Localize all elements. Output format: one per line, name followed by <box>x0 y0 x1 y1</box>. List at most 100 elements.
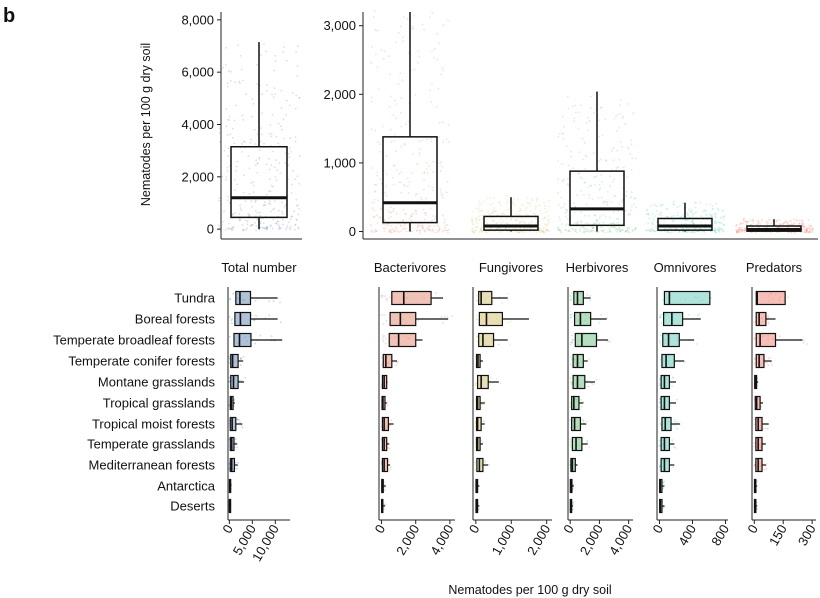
data-point <box>689 211 692 214</box>
data-point <box>523 227 526 230</box>
data-point <box>659 314 662 317</box>
data-point <box>253 319 256 322</box>
data-point <box>426 172 429 175</box>
data-point <box>272 96 275 99</box>
data-point <box>243 174 245 177</box>
data-point <box>571 509 574 511</box>
data-point <box>475 226 478 229</box>
data-point <box>229 79 232 82</box>
data-point <box>265 228 268 231</box>
data-point <box>699 221 702 224</box>
data-point <box>798 222 801 225</box>
data-point <box>571 382 573 384</box>
data-point <box>810 224 813 227</box>
data-point <box>766 427 769 430</box>
data-point <box>474 384 477 387</box>
data-point <box>383 508 385 511</box>
data-point <box>231 228 234 231</box>
data-point <box>441 121 444 124</box>
data-point <box>256 218 258 221</box>
data-point <box>252 181 255 184</box>
data-point <box>218 227 221 230</box>
data-point <box>234 441 237 444</box>
data-point <box>569 294 572 297</box>
data-point <box>571 383 573 386</box>
data-point <box>524 208 527 211</box>
data-point <box>268 168 271 171</box>
data-point <box>271 113 274 116</box>
data-point <box>757 220 760 223</box>
data-point <box>753 337 756 339</box>
data-point <box>601 134 604 137</box>
data-point <box>631 205 633 208</box>
data-point <box>649 205 652 208</box>
data-point <box>743 217 745 220</box>
data-point <box>218 199 220 202</box>
data-point <box>703 210 706 213</box>
box-omnivores <box>661 416 672 432</box>
data-point <box>803 230 806 233</box>
data-point <box>568 230 571 233</box>
box-fungivores <box>475 416 482 432</box>
data-point <box>415 210 417 213</box>
data-point <box>802 341 805 344</box>
data-point <box>741 228 743 231</box>
data-point <box>805 231 808 234</box>
data-point <box>288 156 291 159</box>
data-point <box>370 96 373 99</box>
data-point <box>659 378 661 381</box>
data-point <box>473 231 476 234</box>
data-point <box>627 147 630 150</box>
data-point <box>628 227 631 230</box>
data-point <box>659 341 662 344</box>
data-point <box>256 163 259 165</box>
data-point <box>718 231 721 234</box>
data-point <box>693 222 695 225</box>
data-point <box>765 463 768 466</box>
data-point <box>805 230 808 232</box>
data-point <box>764 361 767 364</box>
data-point <box>497 227 500 230</box>
data-point <box>290 192 293 194</box>
data-point <box>655 209 658 212</box>
box-predators <box>755 290 786 306</box>
data-point <box>675 227 678 230</box>
data-point <box>275 159 277 162</box>
data-point <box>586 420 588 423</box>
data-point <box>669 405 672 407</box>
data-point <box>519 210 521 213</box>
data-point <box>419 196 422 199</box>
data-point <box>541 230 544 233</box>
biome-label-temperate-conifer-forests: Temperate conifer forests <box>68 354 215 369</box>
data-point <box>478 208 480 211</box>
data-point <box>702 210 704 213</box>
data-point <box>570 313 573 316</box>
data-point <box>627 229 630 232</box>
data-point <box>478 508 480 511</box>
data-point <box>511 201 514 203</box>
data-point <box>250 224 253 227</box>
data-point <box>416 226 419 229</box>
box-total-number <box>230 353 239 369</box>
data-point <box>277 223 280 226</box>
data-point <box>229 298 232 301</box>
data-point <box>394 226 397 228</box>
data-point <box>247 213 250 215</box>
data-point <box>279 172 282 174</box>
x-tick-label-bacterivores: 4,000 <box>427 522 456 558</box>
data-point <box>569 406 572 408</box>
data-point <box>660 212 662 214</box>
data-point <box>237 44 240 47</box>
data-point <box>395 103 398 105</box>
data-point <box>506 195 508 198</box>
data-point <box>475 315 478 317</box>
data-point <box>437 87 440 90</box>
data-point <box>281 128 283 131</box>
data-point <box>438 42 440 45</box>
data-point <box>802 222 805 225</box>
data-point <box>806 227 808 230</box>
data-point <box>714 216 717 219</box>
box-herbivores <box>571 416 582 432</box>
data-point <box>760 220 763 222</box>
data-point <box>619 229 622 232</box>
